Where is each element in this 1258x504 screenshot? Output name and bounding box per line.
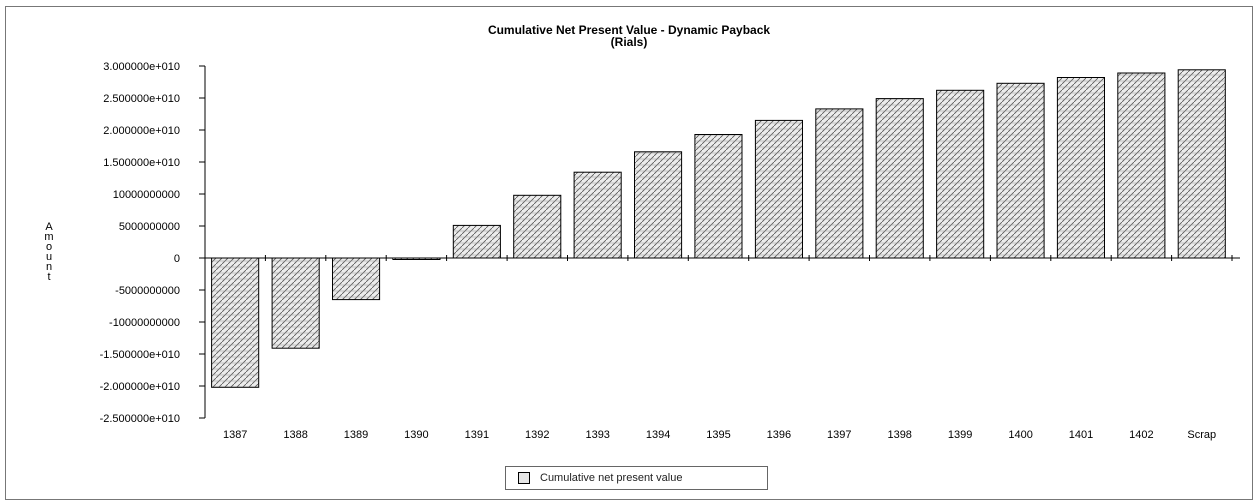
bar-1402 (1117, 72, 1166, 259)
y-tick-label: -2.000000e+010 (100, 381, 180, 393)
x-tick-label: 1400 (1008, 429, 1032, 441)
x-tick-label: 1396 (767, 429, 791, 441)
x-tick-label: 1391 (465, 429, 489, 441)
x-tick-label: 1399 (948, 429, 972, 441)
legend-series-label: Cumulative net present value (540, 472, 683, 484)
x-tick-label: 1392 (525, 429, 549, 441)
bar-1396 (754, 119, 804, 259)
x-tick-label: 1401 (1069, 429, 1093, 441)
chart-title: Cumulative Net Present Value - Dynamic P… (487, 23, 771, 37)
y-axis-label-char: A (45, 221, 53, 233)
bar-1398 (875, 98, 924, 259)
y-tick-label: 10000000000 (113, 189, 180, 201)
y-tick-label: 2.000000e+010 (103, 125, 180, 137)
x-tick-label: 1387 (223, 429, 247, 441)
chart-subtitle: (Rials) (610, 35, 648, 49)
x-tick-label: 1397 (827, 429, 851, 441)
bar-1400 (996, 82, 1045, 259)
bar-1392 (513, 194, 562, 259)
bar-1388 (271, 257, 320, 349)
y-tick-label: -5000000000 (115, 285, 180, 297)
y-axis-label-char: u (45, 251, 53, 263)
y-tick-label: -1.500000e+010 (100, 349, 180, 361)
y-tick-label: -10000000000 (109, 317, 180, 329)
y-tick-label: 1.500000e+010 (103, 157, 180, 169)
y-axis-label-char: o (45, 241, 53, 253)
x-tick-label: 1393 (585, 429, 609, 441)
chart-legend: Cumulative net present value (505, 466, 768, 490)
x-tick-label: 1389 (344, 429, 368, 441)
bar-1393 (573, 171, 622, 259)
bar-1387 (211, 257, 260, 388)
chart-frame (5, 6, 1253, 500)
x-tick-label: 1395 (706, 429, 730, 441)
bar-1395 (694, 134, 743, 259)
bar-1401 (1056, 77, 1106, 259)
y-tick-label: 0 (174, 253, 180, 265)
chart-title-block: Cumulative Net Present Value - Dynamic P… (0, 24, 1258, 48)
bar-1394 (634, 151, 683, 259)
y-axis-label-char: m (44, 231, 54, 243)
y-tick-label: 2.500000e+010 (103, 93, 180, 105)
y-axis-label-char: n (45, 261, 53, 273)
x-tick-label: Scrap (1187, 429, 1216, 441)
x-tick-label: 1402 (1129, 429, 1153, 441)
y-tick-label: -2.500000e+010 (100, 413, 180, 425)
x-tick-label: 1390 (404, 429, 428, 441)
bar-1391 (452, 224, 501, 259)
y-tick-label: 5000000000 (119, 221, 180, 233)
x-tick-label: 1388 (283, 429, 307, 441)
bar-1389 (332, 257, 381, 301)
bar-1399 (936, 89, 985, 259)
x-tick-label: 1398 (887, 429, 911, 441)
y-axis-label-char: t (47, 271, 51, 283)
bar-Scrap (1177, 69, 1226, 259)
legend-swatch (518, 472, 530, 484)
bar-1397 (815, 108, 864, 259)
x-tick-label: 1394 (646, 429, 670, 441)
y-tick-label: 3.000000e+010 (103, 61, 180, 73)
